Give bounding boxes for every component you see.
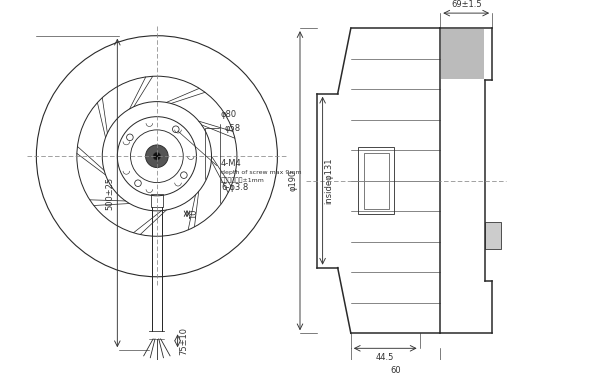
Text: 60: 60 — [390, 366, 401, 374]
Text: insideφ131: insideφ131 — [325, 157, 334, 204]
Text: 500±25: 500±25 — [106, 177, 115, 209]
Bar — [364, 153, 389, 209]
Bar — [358, 147, 394, 214]
Text: 4-M4: 4-M4 — [221, 159, 242, 168]
Circle shape — [153, 153, 161, 160]
Text: 10: 10 — [189, 208, 198, 219]
Text: φ190: φ190 — [288, 170, 297, 191]
Text: 69±1.5: 69±1.5 — [451, 0, 482, 9]
Circle shape — [146, 145, 168, 168]
Text: 75±10: 75±10 — [179, 327, 188, 355]
Text: φ80: φ80 — [220, 110, 237, 203]
Text: φ58: φ58 — [205, 124, 241, 179]
Bar — [485, 223, 502, 249]
Text: 44.5: 44.5 — [376, 353, 394, 362]
Text: depth of screw max 9mm: depth of screw max 9mm — [221, 170, 302, 175]
Text: 6-φ3.8: 6-φ3.8 — [221, 183, 248, 192]
Bar — [441, 29, 484, 79]
Bar — [151, 194, 163, 207]
Text: 紧固力要求大±1mm: 紧固力要求大±1mm — [221, 177, 265, 183]
